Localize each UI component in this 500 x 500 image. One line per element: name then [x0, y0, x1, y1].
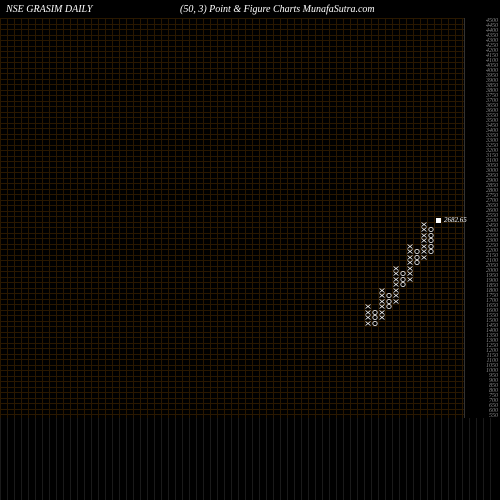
chart-title-left: NSE GRASIM DAILY	[6, 4, 92, 15]
pnf-o-mark	[427, 249, 434, 255]
pnf-o-mark	[399, 282, 406, 288]
current-price-marker: 2682.65	[436, 216, 467, 224]
pnf-o-mark	[413, 260, 420, 266]
pnf-x-mark	[420, 255, 427, 261]
pnf-x-mark	[392, 299, 399, 305]
pnf-x-mark	[406, 277, 413, 283]
pnf-o-mark	[371, 321, 378, 327]
y-axis-labels: 4500445044004350430042504200415041004050…	[468, 18, 498, 418]
pnf-x-mark	[378, 315, 385, 321]
chart-title-center: (50, 3) Point & Figure Charts MunafaSutr…	[180, 4, 375, 15]
bottom-grid-area	[0, 418, 500, 500]
price-marker-icon	[436, 218, 441, 223]
current-price-value: 2682.65	[444, 216, 467, 224]
chart-grid-area	[0, 18, 465, 418]
pnf-x-mark	[364, 321, 371, 327]
pnf-o-mark	[385, 304, 392, 310]
